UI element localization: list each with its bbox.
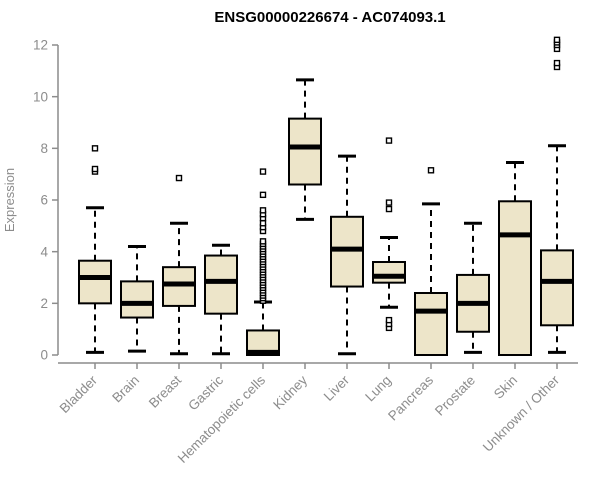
iqr-box (288, 117, 322, 186)
iqr-box (414, 292, 448, 356)
x-tick-label-gastric: Gastric (185, 372, 226, 413)
outlier-point (385, 199, 393, 206)
x-tick-label-pancreas: Pancreas (385, 372, 436, 423)
x-tick-label-liver: Liver (321, 372, 353, 404)
boxplot-pancreas (414, 167, 448, 356)
outlier-point (91, 165, 99, 173)
outlier-point (427, 167, 435, 174)
x-tick-label-prostate: Prostate (432, 373, 478, 419)
outlier-point (385, 316, 393, 324)
y-tick-label: 2 (40, 296, 48, 311)
outlier-point (259, 168, 267, 175)
x-tick-label-brain: Brain (109, 373, 142, 406)
iqr-box (120, 280, 154, 319)
outlier-point (385, 137, 393, 144)
boxplot-lung (372, 137, 406, 332)
boxplot-gastric (204, 243, 238, 356)
y-tick-label: 4 (40, 244, 48, 259)
boxplot-prostate (456, 221, 490, 354)
x-tick-label-unknown-other: Unknown / Other (480, 372, 563, 455)
iqr-box (372, 261, 406, 284)
outlier-point (259, 191, 267, 199)
x-tick-label-kidney: Kidney (270, 372, 310, 412)
outlier-point (553, 36, 561, 44)
boxplot-brain (120, 245, 154, 353)
y-tick-label: 6 (40, 193, 48, 208)
outlier-point (259, 207, 267, 214)
outlier-point (385, 205, 393, 213)
outlier-point (259, 220, 267, 227)
y-axis-label: Expression (2, 168, 17, 232)
boxplot-unknown-other (540, 36, 574, 354)
x-tick-label-bladder: Bladder (57, 372, 101, 416)
boxplot-bladder (78, 145, 112, 354)
outlier-point (553, 59, 561, 67)
boxplot-liver (330, 154, 364, 356)
y-tick-label: 12 (33, 38, 48, 53)
x-tick-label-lung: Lung (362, 373, 394, 405)
outlier-point (175, 174, 183, 182)
outlier-point (91, 145, 99, 152)
x-tick-label-breast: Breast (146, 372, 184, 410)
boxplot-hematopoietic-cells (246, 168, 280, 357)
iqr-box (540, 249, 574, 327)
y-tick-label: 10 (33, 89, 48, 104)
iqr-box (330, 215, 364, 288)
outlier-point (259, 238, 267, 245)
y-tick-label: 0 (40, 348, 48, 363)
x-tick-label-skin: Skin (491, 373, 520, 402)
iqr-box (78, 259, 112, 305)
y-tick-label: 8 (40, 141, 48, 156)
boxplot-breast (162, 174, 196, 356)
chart-title: ENSG00000226674 - AC074093.1 (214, 9, 445, 26)
boxes-group (78, 36, 574, 357)
iqr-box (162, 266, 196, 307)
boxplot-kidney (288, 78, 322, 221)
iqr-box (498, 200, 532, 356)
boxplot-skin (498, 161, 532, 356)
iqr-box (204, 254, 238, 315)
